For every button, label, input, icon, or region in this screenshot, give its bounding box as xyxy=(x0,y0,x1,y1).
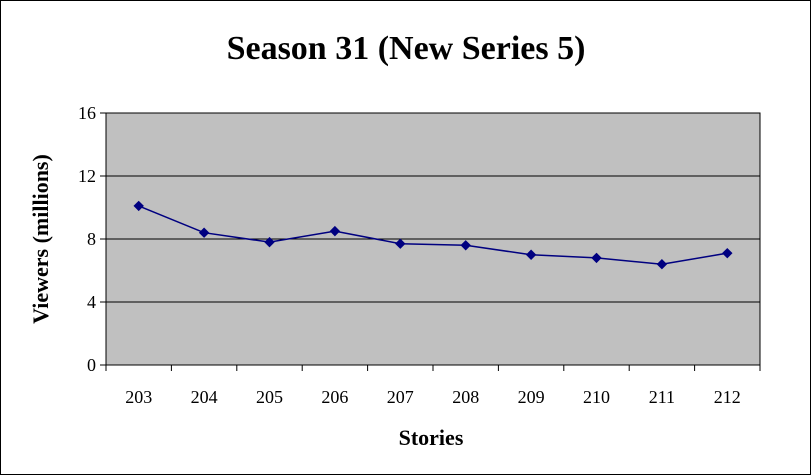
data-point-207 xyxy=(395,238,406,249)
chart-title: Season 31 (New Series 5) xyxy=(227,30,586,67)
x-tick-label-205: 205 xyxy=(256,387,283,407)
y-tick-label-3: 12 xyxy=(78,166,96,186)
x-tick-label-203: 203 xyxy=(125,387,152,407)
x-tick-label-204: 204 xyxy=(191,387,218,407)
data-point-204 xyxy=(198,227,210,238)
series-line-0 xyxy=(138,205,728,265)
y-axis-title: Viewers (millions) xyxy=(28,154,53,324)
x-tick-label-207: 207 xyxy=(387,387,414,407)
y-tick-label-2: 8 xyxy=(87,229,96,249)
x-tick-label-208: 208 xyxy=(452,387,479,407)
x-tick-label-211: 211 xyxy=(649,387,675,407)
data-point-212 xyxy=(722,247,733,259)
x-tick-label-206: 206 xyxy=(321,387,348,407)
x-axis-title: Stories xyxy=(399,425,464,450)
data-point-211 xyxy=(656,258,668,270)
data-point-210 xyxy=(591,252,602,264)
gridlines xyxy=(106,175,760,303)
x-tick-label-212: 212 xyxy=(714,387,741,407)
x-tick-label-209: 209 xyxy=(518,387,545,407)
data-point-209 xyxy=(525,249,537,260)
y-axis: 0 4 8 12 16 xyxy=(78,103,106,375)
y-tick-label-0: 0 xyxy=(87,355,96,375)
x-tick-label-210: 210 xyxy=(583,387,610,407)
y-tick-label-4: 16 xyxy=(78,103,96,123)
data-point-208 xyxy=(460,240,471,251)
y-tick-label-1: 4 xyxy=(87,292,96,312)
series-layer xyxy=(133,200,733,270)
data-point-206 xyxy=(329,225,341,237)
x-axis: 203 204 205 206 207 208 209 210 211 212 xyxy=(105,365,761,407)
data-point-203 xyxy=(133,200,144,212)
data-point-205 xyxy=(264,236,275,248)
